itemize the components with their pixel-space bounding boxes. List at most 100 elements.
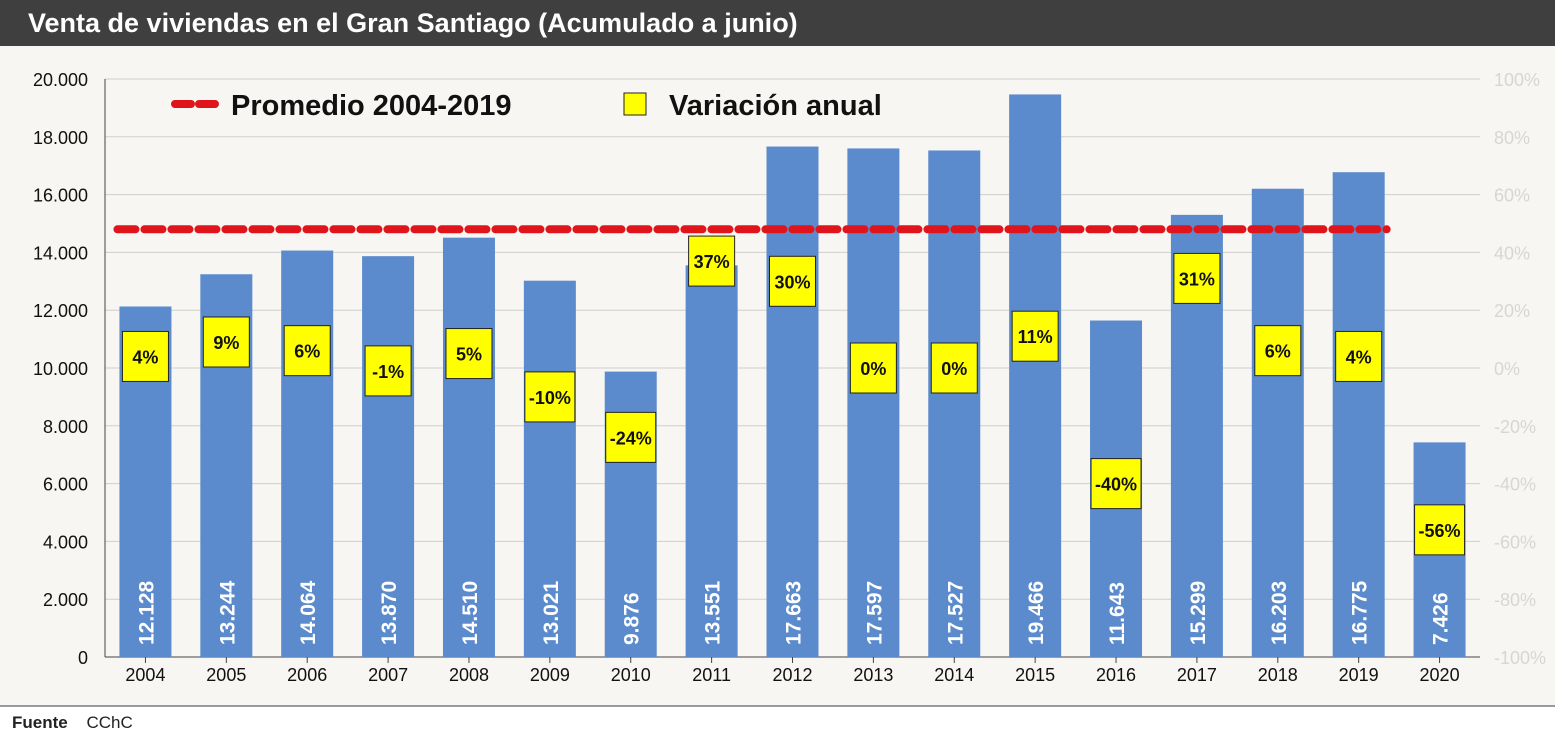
bar (1332, 172, 1385, 657)
footer-source-label: Fuente (12, 713, 68, 732)
variation-label: 5% (456, 345, 482, 365)
bar-value-label: 9.876 (621, 592, 644, 645)
variation-label: -1% (372, 362, 404, 382)
variation-marker (202, 316, 250, 368)
variation-label: 0% (860, 359, 886, 379)
x-tick-label: 2018 (1258, 665, 1298, 685)
x-tick-label: 2014 (934, 665, 974, 685)
variation-marker (1011, 310, 1059, 362)
footer-source-value: CChC (86, 713, 133, 732)
x-tick-label: 2016 (1096, 665, 1136, 685)
x-tick-label: 2019 (1339, 665, 1379, 685)
bar-value-label: 7.426 (1430, 592, 1453, 645)
x-tick-label: 2020 (1420, 665, 1460, 685)
y2-tick-label: 0% (1494, 359, 1520, 379)
footer: Fuente CChC (12, 713, 133, 733)
variation-marker (1335, 330, 1383, 382)
variation-label: 6% (294, 342, 320, 362)
variation-label: -56% (1419, 521, 1461, 541)
bar-value-label: 13.244 (216, 580, 239, 645)
y-tick-label: 14.000 (33, 243, 88, 263)
bar-value-label: 13.870 (378, 581, 401, 645)
y-tick-label: 12.000 (33, 301, 88, 321)
bar (442, 237, 495, 657)
legend-average-label: Promedio 2004-2019 (231, 90, 511, 122)
variation-label: 4% (1346, 347, 1372, 367)
bar-value-label: 11.643 (1106, 582, 1129, 645)
footer-divider (0, 705, 1555, 707)
y2-tick-label: 100% (1494, 70, 1540, 90)
y2-tick-label: 20% (1494, 301, 1530, 321)
bar-value-label: 19.466 (1025, 581, 1048, 645)
bar-value-label: 13.551 (702, 580, 725, 645)
x-tick-label: 2017 (1177, 665, 1217, 685)
x-tick-label: 2012 (772, 665, 812, 685)
y-tick-label: 20.000 (33, 70, 88, 90)
bar (523, 280, 576, 657)
bar (928, 150, 981, 657)
x-tick-label: 2007 (368, 665, 408, 685)
bar (281, 250, 334, 657)
bar-value-label: 14.064 (297, 580, 320, 645)
y2-tick-label: -20% (1494, 417, 1536, 437)
variation-label: -24% (610, 428, 652, 448)
variation-label: 30% (774, 272, 810, 292)
y2-tick-label: -40% (1494, 475, 1536, 495)
variation-marker (605, 411, 657, 463)
bar-value-label: 16.203 (1268, 581, 1291, 645)
legend-variation-label: Variación anual (669, 90, 882, 122)
bar-value-label: 17.663 (783, 581, 806, 645)
bar (685, 265, 738, 657)
title-bar: Venta de viviendas en el Gran Santiago (… (0, 0, 1555, 46)
variation-label: -10% (529, 388, 571, 408)
bar (1009, 94, 1062, 657)
variation-label: -40% (1095, 475, 1137, 495)
bar-value-label: 12.128 (135, 580, 158, 645)
bar-value-label: 14.510 (459, 581, 482, 645)
variation-marker (1090, 458, 1142, 510)
bar-value-label: 17.527 (944, 581, 967, 645)
bar (1251, 188, 1304, 657)
variation-label: 0% (941, 359, 967, 379)
y2-tick-label: -80% (1494, 590, 1536, 610)
y2-tick-label: -60% (1494, 532, 1536, 552)
variation-marker (1414, 504, 1466, 556)
x-tick-label: 2010 (611, 665, 651, 685)
bar-value-label: 17.597 (863, 581, 886, 645)
chart-title: Venta de viviendas en el Gran Santiago (… (28, 8, 798, 38)
y-tick-label: 0 (78, 648, 88, 668)
y2-tick-label: 60% (1494, 186, 1530, 206)
y2-tick-label: 80% (1494, 128, 1530, 148)
x-tick-label: 2015 (1015, 665, 1055, 685)
bar-value-label: 16.775 (1349, 580, 1372, 645)
variation-label: 9% (213, 333, 239, 353)
y-tick-label: 2.000 (43, 590, 88, 610)
x-tick-label: 2008 (449, 665, 489, 685)
variation-marker (121, 330, 169, 382)
y-tick-label: 18.000 (33, 128, 88, 148)
y-tick-label: 10.000 (33, 359, 88, 379)
variation-label: 4% (132, 347, 158, 367)
variation-marker (930, 342, 978, 394)
x-tick-label: 2005 (206, 665, 246, 685)
x-tick-label: 2011 (692, 665, 731, 685)
variation-label: 31% (1179, 269, 1215, 289)
bar (847, 148, 900, 657)
y-tick-label: 16.000 (33, 186, 88, 206)
variation-marker (445, 328, 493, 380)
variation-marker (769, 255, 816, 307)
x-tick-label: 2013 (853, 665, 893, 685)
x-tick-label: 2009 (530, 665, 570, 685)
y2-tick-label: 40% (1494, 243, 1530, 263)
variation-label: 6% (1265, 342, 1291, 362)
variation-marker (364, 345, 412, 397)
y2-tick-label: -100% (1494, 648, 1546, 668)
x-tick-label: 2004 (125, 665, 165, 685)
variation-marker (1254, 325, 1302, 377)
variation-marker (1173, 252, 1221, 304)
variation-marker (849, 342, 897, 394)
bar-value-label: 15.299 (1187, 581, 1210, 645)
legend-variation-swatch (623, 92, 647, 116)
variation-marker (524, 371, 576, 423)
